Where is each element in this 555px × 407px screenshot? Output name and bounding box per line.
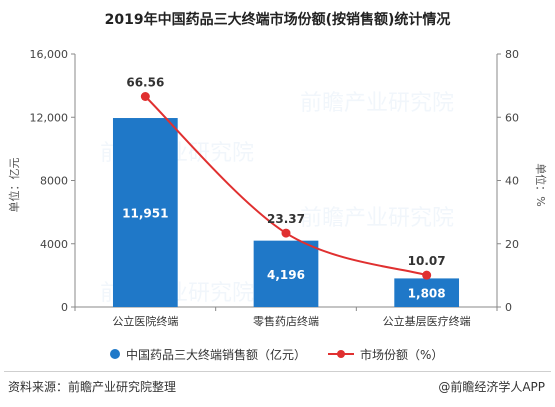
left-tick-label: 16,000 bbox=[30, 48, 69, 61]
bar-value-label: 1,808 bbox=[408, 287, 446, 301]
left-tick-label: 12,000 bbox=[30, 111, 69, 124]
right-tick-label: 20 bbox=[505, 238, 519, 251]
bar bbox=[253, 240, 319, 307]
legend-bar-label: 中国药品三大终端销售额（亿元） bbox=[126, 347, 307, 362]
right-axis-label: 单位：% bbox=[534, 163, 548, 206]
left-tick-label: 0 bbox=[61, 301, 68, 314]
right-tick-label: 0 bbox=[505, 301, 512, 314]
legend-bar-marker bbox=[110, 349, 120, 359]
watermark: 前瞻产业研究院 bbox=[300, 206, 454, 231]
chart-title: 2019年中国药品三大终端市场份额(按销售额)统计情况 bbox=[104, 12, 451, 28]
legend-line-label: 市场份额（%） bbox=[360, 347, 444, 362]
share-value-label: 10.07 bbox=[408, 254, 446, 268]
left-tick-label: 4000 bbox=[40, 238, 68, 251]
right-tick-label: 60 bbox=[505, 111, 519, 124]
left-axis-label: 单位：亿元 bbox=[7, 158, 21, 213]
share-value-label: 66.56 bbox=[126, 76, 164, 90]
right-tick-label: 40 bbox=[505, 175, 519, 188]
share-value-label: 23.37 bbox=[267, 212, 305, 226]
x-category-label: 公立医院终端 bbox=[112, 314, 178, 328]
share-point bbox=[422, 270, 432, 280]
bar-value-label: 4,196 bbox=[267, 268, 305, 282]
legend-item-bar: 中国药品三大终端销售额（亿元） bbox=[110, 346, 306, 363]
x-category-label: 公立基层医疗终端 bbox=[383, 314, 471, 328]
legend: 中国药品三大终端销售额（亿元） 市场份额（%） bbox=[110, 345, 465, 363]
watermark: 前瞻产业研究院 bbox=[300, 91, 454, 116]
brand-credit: @前瞻经济学人APP bbox=[438, 380, 545, 394]
source-note: 资料来源：前瞻产业研究院整理 bbox=[8, 380, 177, 394]
legend-item-line: 市场份额（%） bbox=[328, 346, 443, 363]
bar bbox=[112, 118, 178, 307]
share-point bbox=[140, 92, 150, 102]
x-category-label: 零售药店终端 bbox=[253, 314, 319, 328]
legend-line-marker bbox=[328, 349, 355, 359]
share-point bbox=[281, 228, 291, 238]
bar bbox=[394, 278, 460, 307]
footer-divider bbox=[4, 371, 551, 372]
right-tick-label: 80 bbox=[505, 48, 519, 61]
left-tick-label: 8000 bbox=[40, 175, 68, 188]
bar-value-label: 11,951 bbox=[122, 207, 168, 221]
